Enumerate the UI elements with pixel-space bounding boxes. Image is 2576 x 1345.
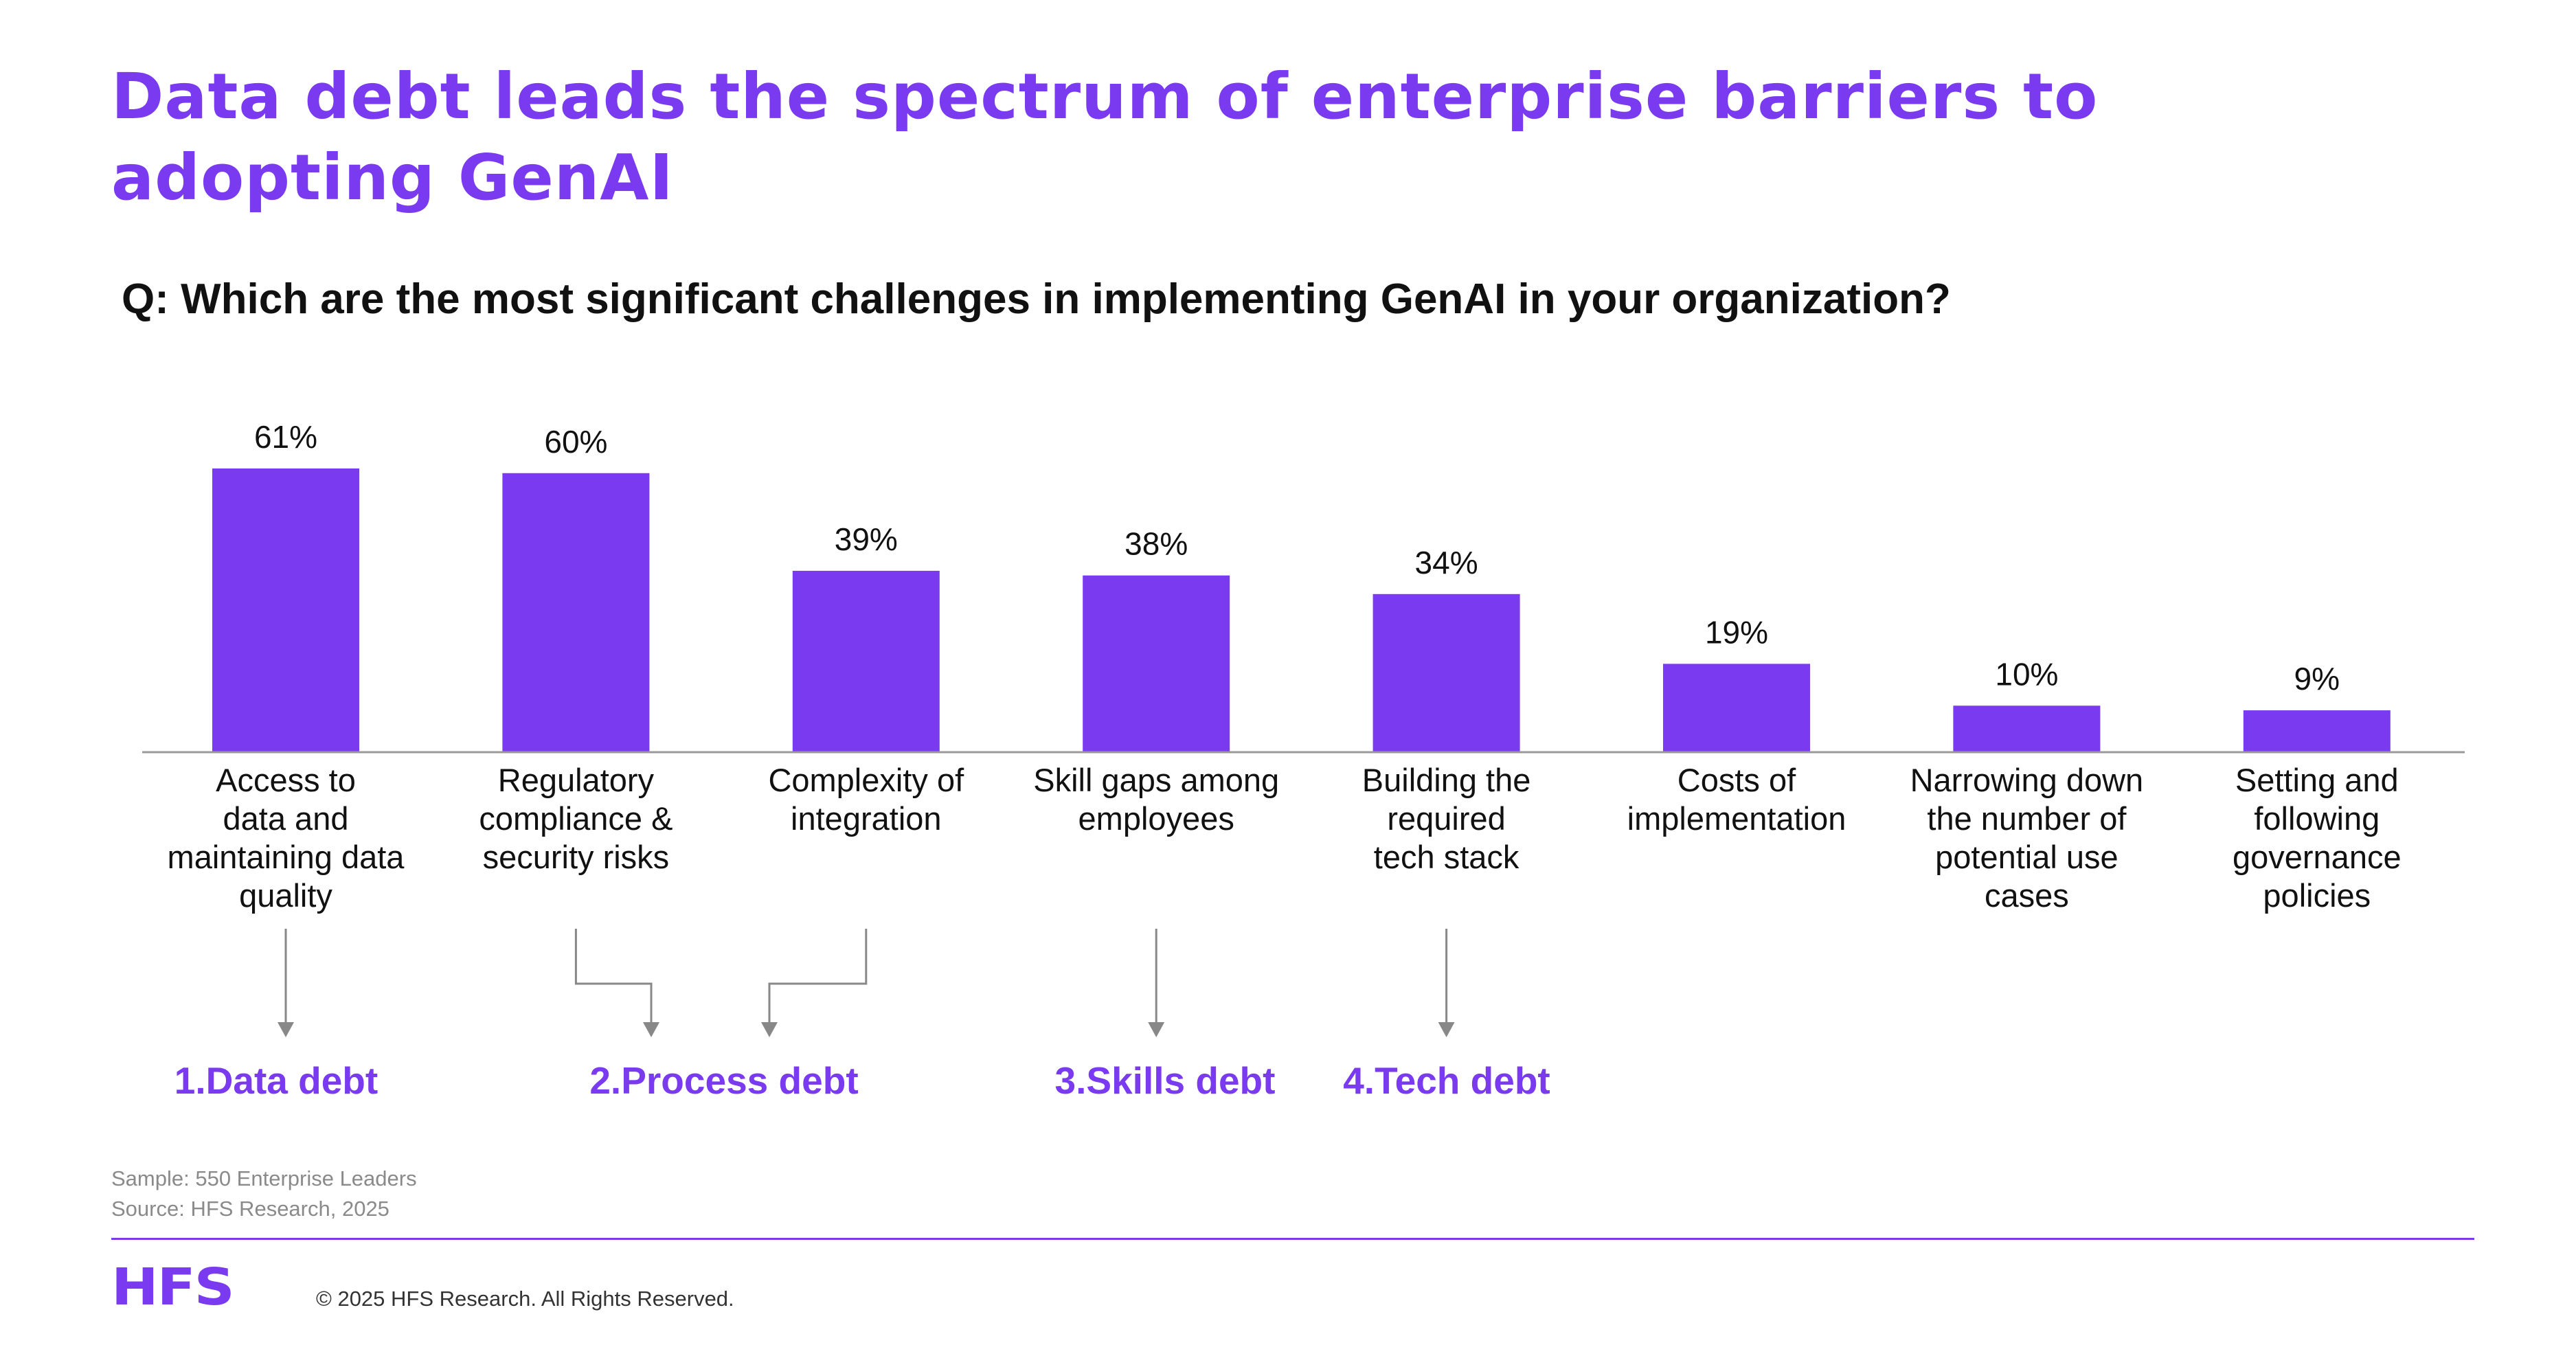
bar-8: [2243, 710, 2391, 752]
hfs-logo: HFS: [111, 1258, 235, 1318]
data-label-8: 9%: [2294, 661, 2340, 697]
data-label-7: 10%: [1995, 656, 2058, 692]
arrow-process-debt-right-head: [761, 1022, 778, 1037]
bar-6: [1663, 664, 1810, 752]
arrow-process-debt-right: [768, 929, 868, 1028]
bar-1: [212, 468, 359, 752]
bar-chart: 61% 60% 39% 38% 34% 19% 10% 9% Access to data and…: [142, 419, 2465, 1102]
category-label-1: Access to data and maintaining data quality: [168, 762, 405, 914]
footer-divider: [111, 1238, 2474, 1240]
arrow-process-debt-left-head: [643, 1022, 659, 1037]
category-label-7: Narrowing down the number of potential use…: [1910, 762, 2144, 914]
data-label-5: 34%: [1415, 545, 1478, 580]
data-label-2: 60%: [544, 424, 607, 460]
arrow-tech-debt-head: [1438, 1022, 1455, 1037]
category-label-5: Building the required tech stack: [1362, 762, 1531, 875]
group-label-1: 1.Data debt: [174, 1059, 378, 1102]
bar-4: [1083, 575, 1230, 752]
group-label-3: 3.Skills debt: [1055, 1059, 1276, 1102]
data-label-1: 61%: [254, 419, 317, 455]
bar-5: [1372, 594, 1520, 752]
bar-7: [1953, 705, 2101, 752]
arrow-skills-debt-head: [1148, 1022, 1165, 1037]
data-label-3: 39%: [835, 521, 898, 557]
category-label-8: Setting and following governance policies: [2233, 762, 2402, 914]
survey-question: Q: Which are the most significant challe…: [122, 275, 1951, 323]
footer-notes: Sample: 550 Enterprise Leaders Source: H…: [111, 1164, 417, 1224]
bar-3: [792, 570, 940, 752]
data-label-6: 19%: [1705, 614, 1768, 650]
category-label-3: Complexity of integration: [768, 762, 964, 837]
group-label-2: 2.Process debt: [589, 1059, 858, 1102]
arrow-data-debt-head: [278, 1022, 294, 1037]
sample-note: Sample: 550 Enterprise Leaders: [111, 1166, 417, 1190]
copyright: © 2025 HFS Research. All Rights Reserved…: [316, 1287, 734, 1311]
chart-title: Data debt leads the spectrum of enterpri…: [111, 60, 2099, 214]
group-label-4: 4.Tech debt: [1343, 1059, 1550, 1102]
source-note: Source: HFS Research, 2025: [111, 1197, 389, 1221]
category-label-4: Skill gaps among employees: [1033, 762, 1279, 837]
data-label-4: 38%: [1125, 526, 1188, 562]
category-label-6: Costs of implementation: [1627, 762, 1846, 837]
category-label-2: Regulatory compliance & security risks: [479, 762, 673, 875]
bar-2: [502, 473, 650, 752]
arrow-process-debt-left: [574, 929, 653, 1028]
